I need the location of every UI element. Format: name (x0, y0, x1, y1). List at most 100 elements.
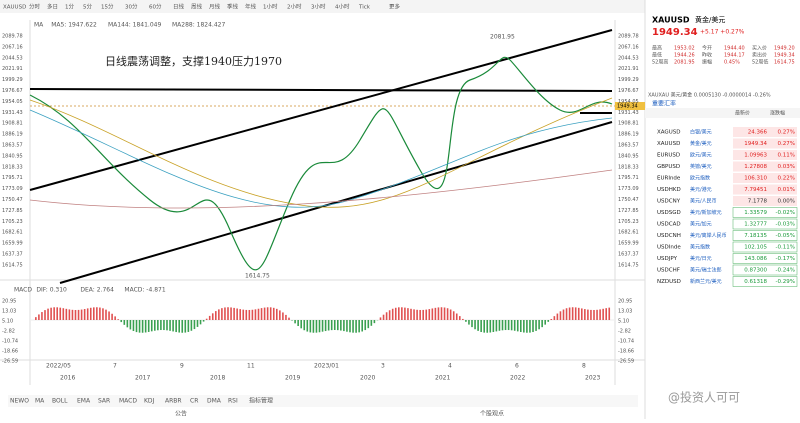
rate-code: USDJPY (657, 256, 678, 262)
macd-label: MACD (14, 287, 32, 294)
price-label-left: 1614.75 (2, 262, 23, 268)
macd-bar (334, 320, 336, 330)
toolbar-item[interactable]: 30分 (125, 3, 138, 11)
indicator-tab[interactable]: MACD (119, 398, 137, 405)
macd-bar (407, 308, 409, 320)
macd-axis-left: -18.66 (2, 349, 18, 355)
indicator-tab[interactable]: EMA (77, 398, 91, 405)
indicator-tab[interactable]: BOLL (52, 398, 68, 405)
macd-bar (544, 320, 546, 325)
macd-bar (462, 319, 464, 320)
indicator-tab[interactable]: KDJ (144, 398, 155, 405)
stat-label: 最高 (652, 45, 662, 52)
macd-bar (374, 320, 376, 323)
macd-bar (56, 307, 58, 320)
macd-bar (185, 320, 187, 333)
toolbar-item[interactable]: 3小时 (311, 3, 326, 11)
toolbar-item[interactable]: 60分 (149, 3, 162, 11)
macd-bar (291, 320, 293, 321)
indicator-tab[interactable]: MA (35, 398, 45, 405)
watermark: @投资人可可 (668, 390, 740, 405)
price-label-left: 1863.57 (2, 143, 23, 149)
toolbar-item[interactable]: 4小时 (335, 3, 350, 11)
macd-bar (108, 311, 110, 320)
toolbar-item[interactable]: 1分 (65, 3, 74, 11)
toolbar-item[interactable]: 1小时 (263, 3, 278, 11)
indicator-tab[interactable]: 指标管理 (249, 397, 273, 405)
macd-bar (35, 317, 37, 320)
macd-bar (127, 320, 129, 327)
price-label-left: 1682.61 (2, 230, 23, 236)
macd-bar (395, 308, 397, 320)
price-label-left: 1773.09 (2, 186, 23, 192)
toolbar-item[interactable]: 年线 (245, 3, 257, 11)
macd-bar (419, 310, 421, 320)
year-label: 2021 (435, 375, 450, 382)
macd-bar (599, 309, 601, 320)
macd-bar (221, 308, 223, 320)
rate-price: 0.87300 (744, 268, 767, 274)
rate-code: USDHKD (657, 187, 681, 193)
macd-bar (590, 310, 592, 320)
toolbar-item[interactable]: 15分 (101, 3, 114, 11)
toolbar-item[interactable]: Tick (358, 5, 371, 11)
macd-bar (499, 320, 501, 331)
macd-bar (297, 320, 299, 326)
rate-change: 0.22% (778, 176, 795, 182)
toolbar-item[interactable]: 2小时 (287, 3, 302, 11)
indicator-tab[interactable]: NEWO (10, 398, 29, 405)
indicator-tab[interactable]: SAR (98, 398, 110, 405)
price-label-right: 1840.95 (618, 153, 639, 159)
toolbar-item[interactable]: 多日 (47, 3, 58, 11)
macd-bar (99, 308, 101, 320)
toolbar-item[interactable]: 分时 (29, 3, 41, 11)
macd-bar (47, 309, 49, 320)
macd-bar (319, 320, 321, 332)
indicator-tab[interactable]: DMA (207, 398, 222, 405)
toolbar-item[interactable]: 季线 (227, 3, 239, 11)
macd-bar (282, 312, 284, 320)
macd-bar (96, 307, 98, 320)
price-label-left: 2089.78 (2, 34, 23, 40)
date-label: 9 (180, 363, 184, 370)
toolbar-item[interactable]: 周线 (191, 3, 203, 11)
macd-bar (337, 320, 339, 330)
indicator-tab[interactable]: ARBR (165, 398, 182, 405)
toolbar-item[interactable]: XAUUSD (3, 5, 26, 11)
macd-bar (178, 320, 180, 333)
toolbar-item[interactable]: 日线 (173, 3, 185, 11)
rate-code: USDCHF (657, 268, 680, 274)
toolbar-item[interactable]: 更多 (389, 3, 401, 11)
toolbar-item[interactable]: 5分 (83, 3, 92, 11)
macd-bar (364, 320, 366, 330)
rate-change: 0.01% (778, 187, 795, 193)
macd-bar (130, 320, 132, 329)
low-label: 1614.75 (245, 273, 270, 280)
price-label-left: 2021.91 (2, 66, 23, 72)
macd-axis-left: -26.59 (2, 359, 18, 365)
rate-change: -0.17% (776, 256, 795, 262)
price-label-right: 2089.78 (618, 34, 639, 40)
macd-bar (575, 307, 577, 320)
macd-bar (398, 307, 400, 320)
indicator-tab[interactable]: RSI (228, 398, 238, 405)
toolbar-item[interactable]: 月线 (209, 3, 221, 11)
macd-bar (215, 311, 217, 320)
indicator-tab[interactable]: CR (190, 398, 198, 405)
macd-bar (75, 310, 77, 320)
macd-axis-left: 20.95 (2, 299, 16, 305)
macd-bar (483, 320, 485, 333)
macd-bar (383, 315, 385, 320)
price-label-right: 2044.53 (618, 55, 639, 61)
rate-name: 美元/日元 (690, 255, 712, 262)
rate-price: 24.366 (748, 130, 768, 136)
rate-price: 7.79451 (744, 187, 767, 193)
macd-bar (197, 320, 199, 327)
price-label-left: 1705.23 (2, 219, 23, 225)
price-label-left: 2044.53 (2, 55, 23, 61)
macd-bar (471, 320, 473, 327)
price-label-right: 1795.71 (618, 175, 639, 181)
date-label: 11 (247, 363, 255, 370)
macd-bar (523, 320, 525, 333)
date-label: 2023/01 (314, 363, 339, 370)
